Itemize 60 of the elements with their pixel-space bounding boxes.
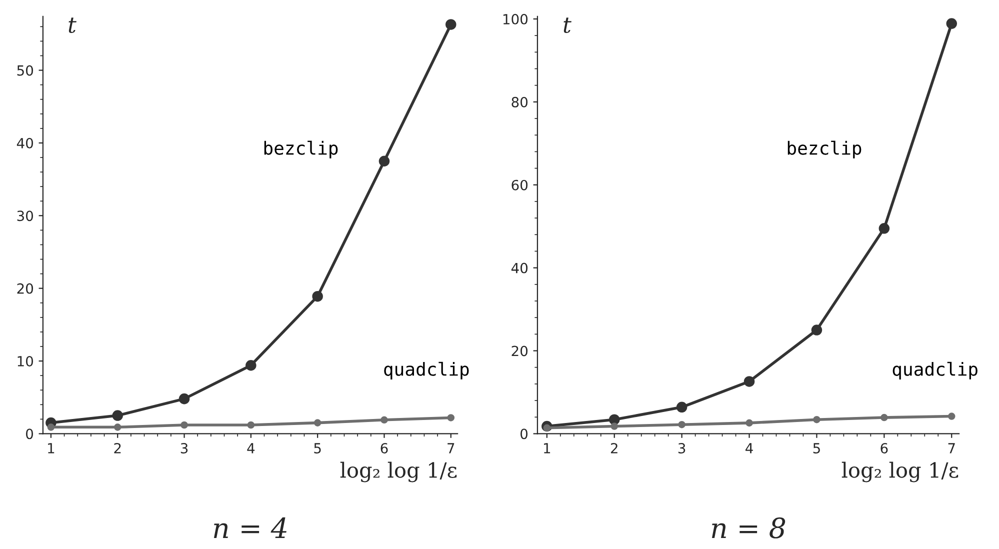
x-tick-label: 1 [48,443,54,454]
x-tick-label: 6 [380,442,388,454]
y-tick-label: 10 [18,356,34,366]
point [114,424,122,431]
point [676,402,688,413]
y-axis-title: t [564,18,572,34]
point [445,19,456,30]
y-tick-label: 0 [26,428,34,440]
point [178,393,190,404]
point [946,18,957,29]
x-tick-label: 3 [678,442,686,454]
text: bezclip [788,140,862,158]
text: n = 8 [712,517,786,538]
x-tick-label: 5 [813,443,820,454]
x-tick-label: 2 [114,442,121,454]
x-tick-label: 5 [314,443,321,454]
y-tick-label: 0 [520,428,528,440]
point [746,419,753,427]
y-tick-label: 30 [17,210,34,222]
y-tick-label: 40 [511,262,528,274]
point [880,414,888,422]
point [47,424,55,431]
y-tick-label: 60 [512,180,528,190]
text: bezclip [264,140,338,158]
point [314,419,322,426]
x-tick-label: 4 [746,443,753,454]
x-tick-label: 7 [948,443,955,454]
y-tick-label: 80 [512,96,528,108]
x-tick-label: 2 [610,442,618,454]
x-tick-label: 7 [448,443,454,454]
y-tick-label: 20 [17,283,34,294]
x-tick-label: 1 [544,443,550,454]
y-axis-title: t [68,18,76,34]
point [112,410,123,421]
point [813,416,820,424]
x-axis-title: log₂ log 1/ε [340,462,457,482]
point [811,324,822,336]
x-tick-label: 6 [880,442,888,454]
point [447,414,455,422]
point [180,421,188,429]
y-tick-label: 20 [512,346,528,356]
y-tick-label: 100 [503,14,528,24]
point [380,416,388,424]
text: n = 4 [214,517,286,538]
point [610,422,618,430]
x-tick-label: 4 [247,443,255,454]
y-tick-label: 50 [17,65,34,76]
point [744,376,755,387]
point [878,223,890,234]
y-tick-label: 40 [16,138,34,148]
point [246,360,256,371]
x-axis-title: log₂ log 1/ε [842,462,958,482]
point [948,412,956,420]
series-label: quadclip [892,362,978,380]
text: quadclip [384,362,469,380]
point [678,420,686,428]
point [378,156,390,167]
x-tick-label: 3 [180,442,188,454]
point [247,421,255,429]
point [312,290,323,302]
